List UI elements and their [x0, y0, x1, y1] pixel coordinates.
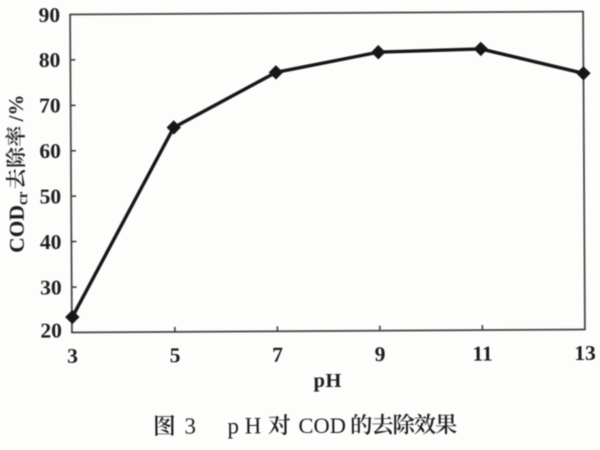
svg-text:7: 7: [272, 343, 283, 367]
svg-text:3: 3: [67, 344, 78, 368]
svg-text:5: 5: [170, 343, 181, 367]
svg-text:40: 40: [40, 230, 62, 254]
svg-text:CODcr: CODcr: [5, 191, 32, 253]
svg-text:70: 70: [39, 94, 61, 118]
svg-text:3: 3: [184, 414, 196, 439]
svg-text:p H: p H: [227, 413, 261, 438]
svg-text:/%: /%: [4, 94, 28, 122]
svg-text:20: 20: [40, 318, 62, 342]
svg-text:13: 13: [574, 341, 596, 365]
svg-text:30: 30: [40, 275, 62, 299]
svg-text:80: 80: [39, 48, 61, 72]
svg-text:9: 9: [375, 342, 386, 366]
svg-text:90: 90: [39, 3, 61, 27]
svg-text:60: 60: [39, 139, 61, 163]
svg-text:pH: pH: [313, 370, 341, 392]
svg-text:COD: COD: [298, 413, 346, 438]
svg-text:50: 50: [40, 185, 62, 209]
svg-text:11: 11: [472, 342, 492, 366]
